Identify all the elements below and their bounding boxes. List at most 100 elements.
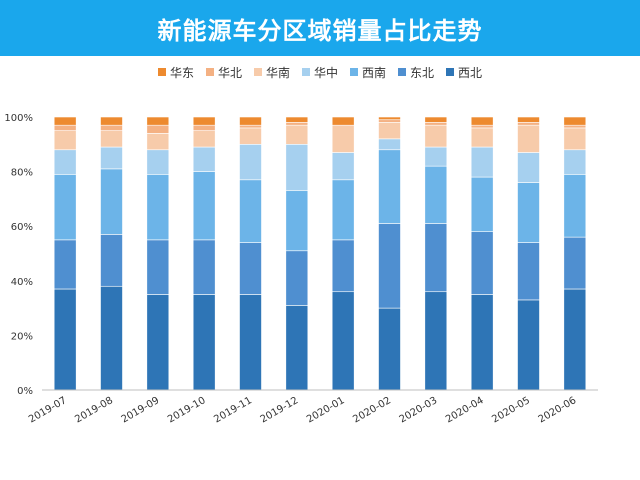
legend-label: 华中 [313, 65, 338, 80]
y-tick-label: 100% [4, 113, 33, 124]
legend-item: 西南 [350, 64, 386, 81]
y-tick-label: 0% [17, 386, 33, 397]
bar-segment [517, 122, 540, 126]
bar-segment [517, 299, 540, 391]
bar-segment [331, 116, 355, 126]
bar-segment [100, 285, 123, 391]
bar-segment [100, 146, 123, 170]
bar-segment [100, 234, 123, 287]
bar-segment [100, 124, 123, 131]
bar-segment [285, 144, 309, 192]
bar-segment [331, 179, 355, 241]
x-tick-label: 2019-10 [166, 395, 208, 425]
x-tick-label: 2019-07 [27, 395, 69, 425]
bar-segment [239, 144, 262, 181]
y-tick-label: 80% [11, 168, 33, 179]
bar-segment [285, 190, 309, 252]
bar-segment [146, 174, 170, 241]
legend-swatch [205, 68, 214, 76]
bar-segment [192, 239, 216, 295]
bar-segment [424, 122, 448, 126]
bar-segment [192, 146, 216, 172]
bar-segment [53, 174, 77, 241]
x-tick-label: 2019-08 [73, 395, 115, 425]
bar-segment [285, 116, 309, 123]
y-tick-label: 40% [11, 277, 33, 288]
bar-segment [378, 307, 401, 391]
bar-segment [378, 138, 401, 151]
x-tick-label: 2020-01 [305, 395, 347, 425]
bar-segment [470, 116, 494, 126]
bar-segment [378, 122, 401, 140]
legend-label: 西南 [362, 65, 387, 80]
bar-segment [239, 179, 262, 243]
x-tick-label: 2019-12 [259, 395, 301, 425]
legend-item: 华东 [157, 64, 194, 81]
bar-segment [517, 242, 540, 301]
bar-segment [470, 124, 494, 129]
bar-segment [563, 116, 587, 126]
bar-segment [146, 149, 170, 175]
bar-segment [563, 149, 587, 175]
bar-segment [192, 130, 216, 148]
x-tick-label: 2019-09 [120, 395, 162, 425]
x-tick-label: 2020-03 [398, 395, 440, 425]
bar-segment [285, 305, 309, 391]
legend-swatch [301, 68, 310, 76]
bar-segment [424, 146, 448, 167]
bar-segment [378, 116, 401, 121]
bar-segment [100, 130, 123, 148]
x-tick-label: 2020-04 [444, 395, 486, 425]
bar-segment [470, 146, 494, 178]
bar-segment [563, 236, 587, 290]
bar-segment [378, 223, 401, 309]
bar-segment [424, 223, 448, 293]
legend-swatch [398, 68, 407, 76]
bar-segment [146, 294, 170, 391]
bar-segment [424, 165, 448, 224]
bar-segment [239, 127, 262, 145]
bar-segment [239, 294, 262, 391]
bar-segment [378, 149, 401, 224]
x-tick-label: 2019-11 [212, 395, 254, 425]
bar-segment [239, 116, 262, 126]
bar-segment [192, 171, 216, 241]
bar-segment [563, 124, 587, 129]
bar-segment [517, 182, 540, 243]
legend-swatch [446, 68, 455, 76]
bar-segment [470, 231, 494, 295]
bar-segment [517, 116, 540, 123]
bar-segment [192, 294, 216, 391]
x-tick-label: 2020-06 [537, 395, 579, 425]
bar-segment [378, 119, 401, 123]
bar-segment [331, 291, 355, 391]
legend-item: 华北 [205, 64, 242, 81]
bar-segment [563, 174, 587, 238]
bar-segment [331, 124, 355, 153]
bar-segment [146, 239, 170, 295]
legend-swatch [253, 68, 262, 76]
y-tick-label: 60% [11, 222, 33, 233]
bar-segment [192, 124, 216, 131]
bar-segment [285, 250, 309, 306]
bar-segment [53, 239, 77, 290]
bar-segment [100, 116, 123, 126]
bar-segment [192, 116, 216, 126]
bar-segment [470, 127, 494, 148]
legend-item: 西北 [446, 64, 482, 81]
bar-segment [517, 124, 540, 153]
x-tick-label: 2020-05 [490, 395, 532, 425]
bar-segment [53, 130, 77, 151]
bar-segment [517, 152, 540, 183]
bar-segment [470, 176, 494, 232]
chart-legend: 华东 华北 华南 华中 西南 东北 西北 [0, 63, 640, 81]
bar-segment [53, 124, 77, 131]
legend-item: 东北 [398, 64, 434, 81]
legend-label: 华北 [217, 65, 242, 80]
legend-item: 华中 [301, 64, 338, 81]
bar-segment [424, 291, 448, 391]
y-tick-label: 20% [11, 331, 33, 342]
bar-segment [331, 152, 355, 181]
legend-label: 华东 [169, 65, 194, 80]
